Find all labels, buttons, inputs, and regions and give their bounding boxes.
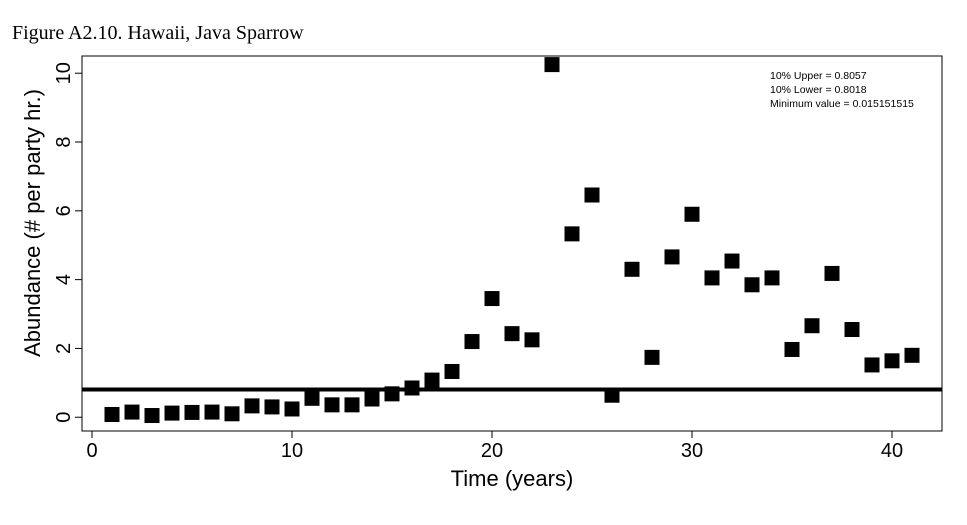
data-point — [484, 291, 500, 307]
data-point — [344, 397, 360, 413]
data-point — [844, 322, 860, 338]
x-tick-label: 40 — [881, 440, 903, 462]
data-point — [824, 265, 840, 281]
data-point — [704, 270, 720, 286]
data-point — [464, 334, 480, 350]
y-tick-label: 2 — [53, 343, 75, 354]
y-tick-label: 8 — [53, 136, 75, 147]
data-point — [444, 363, 460, 379]
data-point — [544, 57, 560, 73]
data-point — [904, 347, 920, 363]
data-point — [324, 397, 340, 413]
data-point — [284, 401, 300, 417]
stat-annotation: Minimum value = 0.015151515 — [770, 98, 914, 110]
data-point — [584, 187, 600, 203]
data-point — [304, 390, 320, 406]
x-tick-label: 20 — [481, 440, 503, 462]
x-tick-label: 30 — [681, 440, 703, 462]
data-point — [804, 318, 820, 334]
data-point — [104, 406, 120, 422]
stat-annotation: 10% Lower = 0.8018 — [770, 84, 867, 96]
data-point — [424, 372, 440, 388]
x-axis-title: Time (years) — [451, 466, 574, 491]
data-point — [784, 341, 800, 357]
data-point — [744, 277, 760, 293]
y-tick-label: 0 — [53, 412, 75, 423]
y-tick-label: 4 — [53, 274, 75, 285]
data-point — [244, 398, 260, 414]
data-point — [884, 353, 900, 369]
data-point — [504, 326, 520, 342]
data-point — [124, 404, 140, 420]
data-point — [224, 406, 240, 422]
y-tick-label: 10 — [53, 62, 75, 84]
data-point — [724, 253, 740, 269]
data-point — [404, 380, 420, 396]
data-point — [864, 357, 880, 373]
data-point — [524, 332, 540, 348]
stat-annotation: 10% Upper = 0.8057 — [770, 70, 867, 82]
plot-frame — [81, 55, 943, 432]
data-point — [144, 408, 160, 424]
data-point — [644, 349, 660, 365]
data-point — [364, 391, 380, 407]
data-point — [184, 404, 200, 420]
data-point — [264, 399, 280, 415]
data-point — [164, 405, 180, 421]
figure-title: Figure A2.10. Hawaii, Java Sparrow — [12, 22, 304, 44]
x-tick-label: 0 — [86, 440, 97, 462]
y-tick-label: 6 — [53, 205, 75, 216]
data-point — [624, 261, 640, 277]
data-point — [204, 404, 220, 420]
data-point — [564, 226, 580, 242]
y-axis-title: Abundance (# per party hr.) — [20, 89, 45, 357]
data-point — [764, 270, 780, 286]
data-point — [684, 206, 700, 222]
data-point — [604, 387, 620, 403]
x-tick-label: 10 — [281, 440, 303, 462]
data-point — [664, 249, 680, 265]
data-point — [384, 386, 400, 402]
